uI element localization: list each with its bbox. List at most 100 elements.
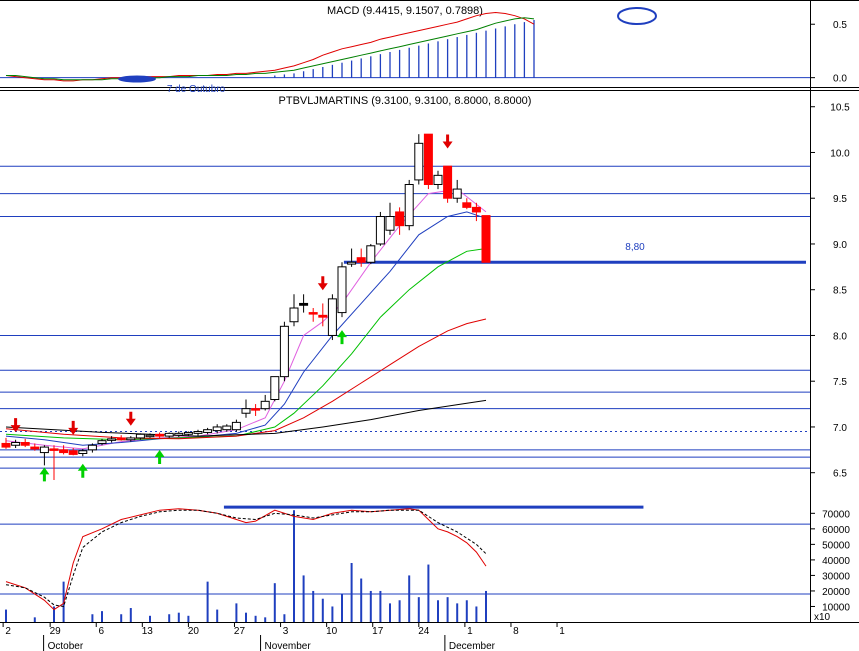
x-month-label: November (265, 641, 312, 651)
candle (20, 438, 30, 448)
candle-body (155, 433, 165, 437)
candle-body (318, 314, 328, 318)
x-tick-label: 29 (50, 626, 62, 637)
candle-body (366, 245, 376, 263)
moving-average-line (5, 399, 487, 437)
buy-arrow (337, 330, 347, 345)
candle (327, 294, 337, 341)
candle-body (385, 216, 395, 231)
candle (395, 207, 405, 235)
x-month-label: October (48, 641, 84, 651)
candle-body (126, 437, 136, 441)
candle (203, 427, 213, 435)
signal-arrows (10, 134, 453, 482)
price-tick-label: 9.0 (833, 240, 847, 251)
candle (356, 248, 366, 267)
candle (59, 445, 69, 455)
candle-body (212, 426, 222, 432)
macd-highlight-ellipse (617, 7, 657, 25)
macd-low-ellipse (118, 75, 156, 83)
candles (1, 133, 491, 481)
oscillator-lines (5, 508, 487, 611)
candle (347, 248, 357, 267)
candle-body (222, 425, 232, 431)
x-tick-label: 6 (98, 626, 104, 637)
candle-body (97, 440, 107, 444)
candle (471, 202, 481, 222)
candle (193, 429, 203, 437)
candle (1, 437, 11, 449)
candle (443, 165, 453, 203)
x-tick-label: 24 (418, 626, 430, 637)
x-tick-label: 1 (467, 626, 473, 637)
candle (289, 294, 299, 327)
candle (145, 433, 155, 438)
candle-body (30, 446, 40, 450)
candle (231, 419, 241, 432)
candle-body (193, 431, 203, 434)
candle (155, 432, 165, 438)
price-tick-label: 9.5 (833, 194, 847, 205)
candle (299, 294, 309, 313)
candle (78, 448, 88, 457)
candle-body (462, 202, 472, 208)
osc-tick-label: 30000 (822, 571, 850, 582)
oscillator-panel: 10000 20000 30000 40000 50000 60000 70000 x10 (0, 505, 850, 623)
candle (174, 431, 184, 438)
x-axis: 2 29 6 13 20 27 3 10 17 24 1 8 1 October November Decem… (2, 622, 565, 651)
candle (135, 433, 145, 440)
candle-body (279, 325, 289, 378)
macd-histogram (274, 19, 535, 78)
sell-arrow (125, 411, 136, 426)
price-tick-label: 10.5 (830, 103, 850, 114)
panel-frames (0, 0, 859, 623)
candle-body (1, 442, 11, 448)
candle (116, 435, 126, 441)
candle-body (375, 216, 385, 245)
candle (375, 211, 385, 246)
candle (49, 445, 59, 481)
candle (11, 439, 21, 448)
candle (270, 376, 280, 402)
candle-body (289, 307, 299, 323)
price-panel: PTBVLJMARTINS (9.3100, 9.3100, 8.8000, 8… (0, 95, 850, 482)
candle-body (443, 165, 453, 199)
price-title: PTBVLJMARTINS (9.3100, 9.3100, 8.8000, 8… (279, 95, 532, 107)
candle (404, 179, 414, 231)
candle-body (337, 266, 347, 314)
x-tick-label: 8 (513, 626, 519, 637)
x-tick-label: 17 (372, 626, 384, 637)
price-tick-label: 7.0 (833, 423, 847, 434)
candle-body (183, 431, 193, 435)
candle-body (327, 298, 337, 336)
support-label: 8,80 (625, 242, 645, 253)
buy-arrow (39, 467, 50, 482)
candle-body (241, 408, 251, 414)
candle-body (260, 400, 270, 410)
sell-arrow (442, 134, 453, 149)
candle (462, 198, 472, 210)
candle-body (395, 211, 405, 227)
osc-tick-label: 60000 (822, 525, 850, 536)
candle (337, 262, 347, 318)
candle (318, 303, 328, 327)
candle (481, 215, 491, 263)
candle (68, 447, 78, 456)
candle-body (356, 257, 366, 263)
sell-arrow (10, 418, 21, 433)
candle-body (107, 438, 117, 441)
macd-lines (5, 11, 535, 82)
candle (241, 399, 251, 418)
price-tick-label: 6.5 (833, 469, 847, 480)
candle-body (11, 442, 21, 446)
moving-average-line (5, 211, 487, 446)
x-month-label: December (449, 641, 496, 651)
candle (385, 202, 395, 235)
candle (212, 424, 222, 434)
sell-arrow (68, 420, 79, 435)
x-tick-label: 20 (188, 626, 200, 637)
candle (126, 436, 136, 442)
macd-signal-line (6, 17, 535, 81)
candle-body (452, 188, 462, 199)
candle (433, 170, 443, 190)
